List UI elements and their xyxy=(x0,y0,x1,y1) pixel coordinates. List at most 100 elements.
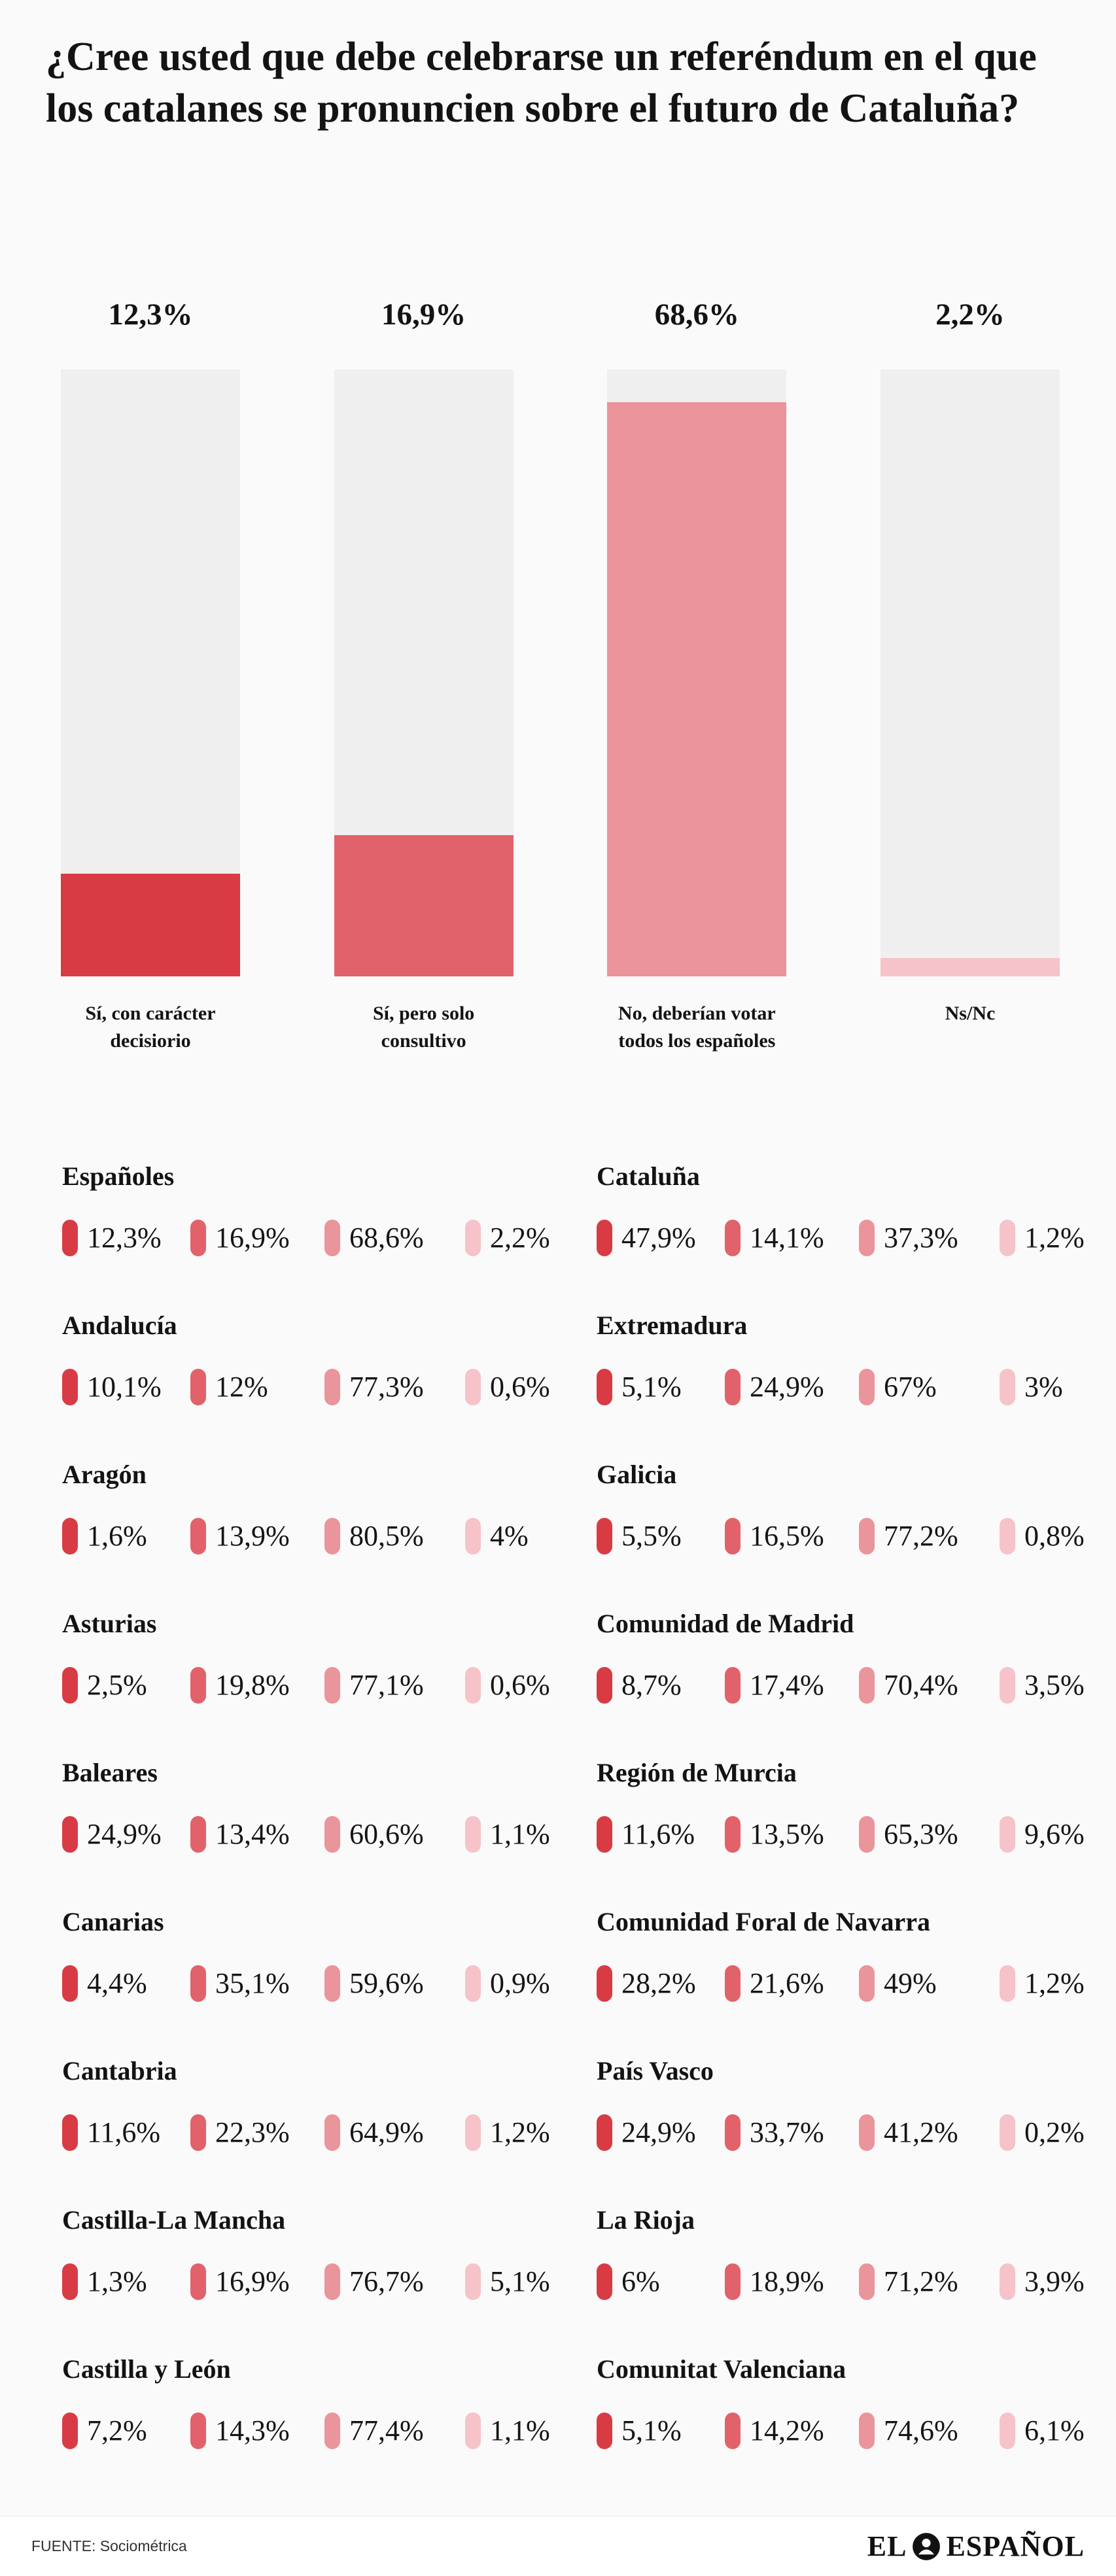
region-block: Comunidad Foral de Navarra 28,2% 21,6% 49% 1… xyxy=(597,1906,1090,2055)
region-value: 1,1% xyxy=(490,1818,550,1850)
category-pill-icon xyxy=(597,1667,612,1704)
category-pill-icon xyxy=(725,1220,741,1256)
bar-value-label: 12,3% xyxy=(108,298,193,332)
bar-category-label: Sí, con carácter decisiorio xyxy=(85,1003,216,1052)
page-title: ¿Cree usted que debe celebrarse un refer… xyxy=(46,35,1037,131)
bar-category-label: Ns/Nc xyxy=(945,1003,996,1024)
region-value: 14,2% xyxy=(750,2414,824,2447)
region-value: 18,9% xyxy=(750,2265,824,2297)
region-value: 12,3% xyxy=(87,1222,162,1254)
category-pill-icon xyxy=(859,2263,875,2300)
region-value: 1,6% xyxy=(87,1520,147,1552)
region-name: Galicia xyxy=(597,1460,677,1489)
region-value-item: 1,2% xyxy=(465,2114,597,2151)
region-value: 8,7% xyxy=(621,1669,682,1701)
category-pill-icon xyxy=(1000,1518,1015,1554)
category-pill-icon xyxy=(324,2114,340,2151)
bar-fill xyxy=(880,957,1060,976)
region-value: 10,1% xyxy=(87,1371,162,1403)
region-value-item: 14,3% xyxy=(190,2413,324,2449)
region-name: Comunidad Foral de Navarra xyxy=(597,1907,930,1936)
region-value: 12% xyxy=(215,1371,268,1403)
category-pill-icon xyxy=(465,1965,481,2002)
region-value: 5,1% xyxy=(621,1371,682,1403)
region-values-row: 5,5% 16,5% 77,2% 0,8% xyxy=(597,1518,1090,1554)
region-value: 19,8% xyxy=(215,1669,290,1701)
region-block: Españoles 12,3% 16,9% 68,6% 2,2% xyxy=(62,1161,597,1310)
region-value: 33,7% xyxy=(750,2116,824,2148)
region-value-item: 0,9% xyxy=(465,1965,597,2002)
region-value-item: 77,4% xyxy=(324,2413,465,2449)
region-value-item: 5,1% xyxy=(597,1369,725,1405)
region-value: 14,3% xyxy=(215,2414,290,2447)
region-value-item: 0,6% xyxy=(465,1369,597,1405)
region-value: 22,3% xyxy=(215,2116,290,2148)
region-value-item: 24,9% xyxy=(597,2114,725,2151)
region-value-item: 18,9% xyxy=(725,2263,859,2300)
region-values-row: 2,5% 19,8% 77,1% 0,6% xyxy=(62,1667,597,1704)
region-value-item: 0,2% xyxy=(1000,2114,1090,2151)
region-value: 41,2% xyxy=(884,2116,958,2148)
category-pill-icon xyxy=(324,1369,340,1405)
region-name: Castilla-La Mancha xyxy=(62,2205,286,2235)
region-value: 74,6% xyxy=(884,2414,958,2447)
regions-section: Españoles 12,3% 16,9% 68,6% 2,2% Andalucía 10,… xyxy=(62,1161,1090,2503)
region-value: 47,9% xyxy=(621,1222,696,1254)
region-value-item: 0,6% xyxy=(465,1667,597,1704)
region-block: Comunidad de Madrid 8,7% 17,4% 70,4% 3,5% xyxy=(597,1608,1090,1757)
region-values-row: 24,9% 13,4% 60,6% 1,1% xyxy=(62,1816,597,1853)
category-pill-icon xyxy=(465,1518,481,1554)
region-value: 4,4% xyxy=(87,1967,147,1999)
region-values-row: 5,1% 14,2% 74,6% 6,1% xyxy=(597,2413,1090,2449)
region-value-item: 16,5% xyxy=(725,1518,859,1554)
region-value-item: 3,9% xyxy=(1000,2263,1090,2300)
region-value: 3,5% xyxy=(1024,1669,1085,1701)
bar-category-label: Sí, pero solo consultivo xyxy=(373,1003,475,1052)
region-name: Cataluña xyxy=(597,1161,700,1191)
region-value: 77,3% xyxy=(349,1371,424,1403)
region-values-row: 1,6% 13,9% 80,5% 4% xyxy=(62,1518,597,1554)
region-value-item: 6% xyxy=(597,2263,725,2300)
bar-column: 2,2% Ns/Nc xyxy=(880,296,1060,1055)
brand-emblem-icon xyxy=(913,2532,941,2560)
region-value-item: 5,5% xyxy=(597,1518,725,1554)
category-pill-icon xyxy=(597,2263,612,2300)
region-value-item: 71,2% xyxy=(859,2263,1000,2300)
region-value: 5,5% xyxy=(621,1520,682,1552)
category-pill-icon xyxy=(62,2263,78,2300)
category-pill-icon xyxy=(465,1816,481,1853)
category-pill-icon xyxy=(1000,1816,1015,1853)
region-value: 17,4% xyxy=(750,1669,824,1701)
category-pill-icon xyxy=(324,1518,340,1554)
category-pill-icon xyxy=(62,1518,78,1554)
region-value: 16,9% xyxy=(215,2265,290,2297)
category-pill-icon xyxy=(725,2263,741,2300)
region-value-item: 70,4% xyxy=(859,1667,1000,1704)
region-value-item: 14,1% xyxy=(725,1220,859,1256)
region-value-item: 3,5% xyxy=(1000,1667,1090,1704)
region-value-item: 1,2% xyxy=(1000,1220,1090,1256)
region-values-row: 11,6% 22,3% 64,9% 1,2% xyxy=(62,2114,597,2151)
region-name: Extremadura xyxy=(597,1311,748,1340)
region-value-item: 24,9% xyxy=(62,1816,190,1853)
region-value-item: 1,1% xyxy=(465,2413,597,2449)
region-value: 1,2% xyxy=(490,2116,550,2148)
region-value-item: 11,6% xyxy=(597,1816,725,1853)
region-block: Región de Murcia 11,6% 13,5% 65,3% 9,6% xyxy=(597,1757,1090,1906)
region-value-item: 16,9% xyxy=(190,1220,324,1256)
region-value: 2,5% xyxy=(87,1669,147,1701)
category-pill-icon xyxy=(725,1965,741,2002)
region-value: 76,7% xyxy=(349,2265,424,2297)
region-value: 28,2% xyxy=(621,1967,696,1999)
bars-row: 12,3% Sí, con carácter decisiorio 16,9% Sí,… xyxy=(61,296,1060,1055)
region-value: 37,3% xyxy=(884,1222,958,1254)
category-pill-icon xyxy=(190,1667,206,1704)
category-pill-icon xyxy=(725,2413,741,2449)
region-value-item: 2,5% xyxy=(62,1667,190,1704)
region-name: Región de Murcia xyxy=(597,1758,797,1787)
region-value-item: 0,8% xyxy=(1000,1518,1090,1554)
category-pill-icon xyxy=(859,2413,875,2449)
region-value-item: 21,6% xyxy=(725,1965,859,2002)
region-value-item: 12,3% xyxy=(62,1220,190,1256)
